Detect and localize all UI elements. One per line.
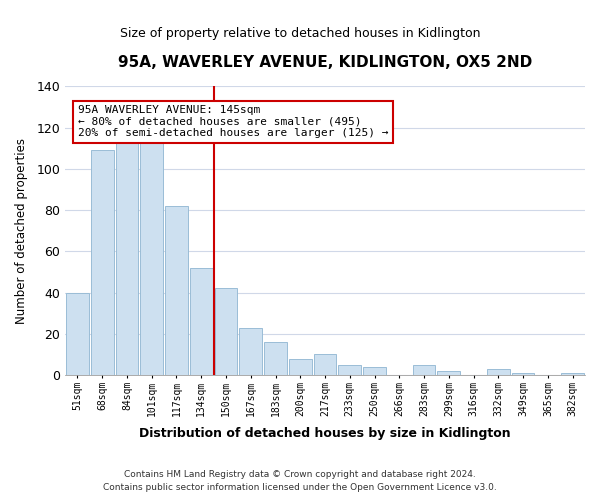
Title: 95A, WAVERLEY AVENUE, KIDLINGTON, OX5 2ND: 95A, WAVERLEY AVENUE, KIDLINGTON, OX5 2N…	[118, 55, 532, 70]
Bar	[512, 373, 535, 375]
Bar	[165, 206, 188, 375]
Text: Size of property relative to detached houses in Kidlington: Size of property relative to detached ho…	[120, 28, 480, 40]
Bar	[239, 328, 262, 375]
Bar	[140, 138, 163, 375]
Bar	[561, 373, 584, 375]
Bar	[289, 358, 311, 375]
Bar	[338, 365, 361, 375]
Bar	[116, 134, 139, 375]
Bar	[190, 268, 212, 375]
Text: Contains HM Land Registry data © Crown copyright and database right 2024.
Contai: Contains HM Land Registry data © Crown c…	[103, 470, 497, 492]
Bar	[314, 354, 337, 375]
Bar	[66, 292, 89, 375]
Y-axis label: Number of detached properties: Number of detached properties	[15, 138, 28, 324]
Text: 95A WAVERLEY AVENUE: 145sqm
← 80% of detached houses are smaller (495)
20% of se: 95A WAVERLEY AVENUE: 145sqm ← 80% of det…	[78, 105, 388, 138]
Bar	[91, 150, 113, 375]
Bar	[215, 288, 238, 375]
Bar	[413, 365, 436, 375]
Bar	[487, 369, 510, 375]
Bar	[437, 371, 460, 375]
Bar	[264, 342, 287, 375]
X-axis label: Distribution of detached houses by size in Kidlington: Distribution of detached houses by size …	[139, 427, 511, 440]
Bar	[363, 367, 386, 375]
